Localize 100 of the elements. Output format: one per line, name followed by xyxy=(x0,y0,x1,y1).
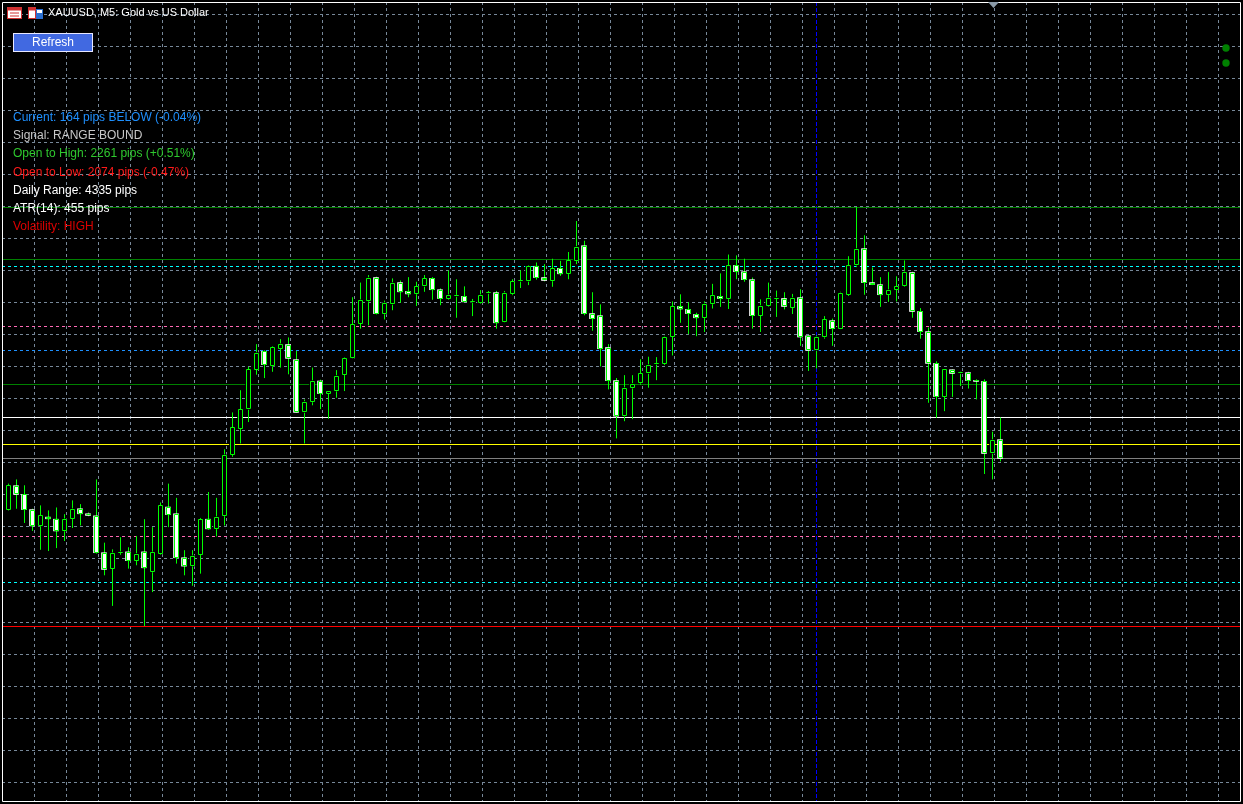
candlestick xyxy=(165,483,171,528)
candlestick xyxy=(133,535,139,566)
candlestick xyxy=(589,291,595,332)
candlestick xyxy=(493,290,499,330)
candlestick xyxy=(13,478,19,510)
candlestick xyxy=(237,389,243,444)
candlestick xyxy=(893,275,899,302)
chart-title: XAUUSD, M5: Gold vs US Dollar xyxy=(48,6,209,19)
candlestick xyxy=(685,301,691,335)
candlestick xyxy=(693,312,699,337)
candlestick xyxy=(61,513,67,542)
candlestick xyxy=(789,293,795,315)
candlestick xyxy=(845,255,851,297)
candlestick xyxy=(621,374,627,422)
candlestick xyxy=(341,357,347,392)
candlestick xyxy=(5,483,11,511)
candlestick xyxy=(69,499,75,529)
candlestick xyxy=(317,379,323,410)
candlestick xyxy=(645,356,651,389)
candlestick xyxy=(21,484,27,524)
candlestick xyxy=(349,296,355,360)
candlestick xyxy=(109,548,115,607)
candlestick xyxy=(901,259,907,288)
candlestick xyxy=(725,254,731,310)
candlestick xyxy=(669,300,675,356)
candlestick xyxy=(261,349,267,379)
candlestick xyxy=(941,368,947,412)
candlestick xyxy=(221,448,227,526)
candlestick xyxy=(581,240,587,316)
candlestick xyxy=(37,504,43,551)
candlestick xyxy=(253,343,259,376)
candlestick xyxy=(805,334,811,372)
candlestick xyxy=(813,334,819,369)
candlestick xyxy=(365,274,371,326)
text: Open to High: 2261 pips (+0.51%) xyxy=(13,146,195,161)
candlestick xyxy=(821,315,827,340)
candlestick xyxy=(709,283,715,310)
candlestick xyxy=(309,367,315,406)
candlestick xyxy=(413,281,419,307)
candlestick xyxy=(325,390,331,420)
annotation: Volatility: HIGH xyxy=(13,219,94,234)
candlestick xyxy=(53,506,59,549)
candlestick xyxy=(357,282,363,330)
annotation: ATR(14): 455 pips xyxy=(13,201,110,215)
candlestick xyxy=(701,300,707,333)
candlestick xyxy=(717,272,723,308)
text: Current: 164 pips BELOW (-0.04%) xyxy=(13,110,202,124)
candlestick xyxy=(573,220,579,265)
candlestick xyxy=(629,374,635,420)
candlestick xyxy=(269,345,275,373)
candlestick xyxy=(917,307,923,340)
candlestick xyxy=(565,251,571,280)
candlestick xyxy=(293,350,299,414)
candlestick xyxy=(757,298,763,333)
candlestick xyxy=(189,549,195,587)
candlestick xyxy=(661,335,667,366)
refresh-button: Refresh xyxy=(13,33,93,52)
candlestick xyxy=(301,398,307,444)
candlestick xyxy=(445,269,451,301)
candlestick xyxy=(885,271,891,303)
candlestick xyxy=(429,276,435,301)
candlestick xyxy=(77,503,83,526)
candlestick xyxy=(381,300,387,320)
candlestick xyxy=(389,277,395,311)
candlestick xyxy=(173,497,179,565)
candlestick xyxy=(765,282,771,308)
candlestick xyxy=(285,336,291,375)
candlestick xyxy=(597,303,603,367)
candlestick xyxy=(549,258,555,288)
candlestick xyxy=(125,546,131,570)
candlestick xyxy=(733,254,739,280)
candlestick xyxy=(149,526,155,593)
candlestick xyxy=(837,291,843,330)
candlestick xyxy=(797,288,803,347)
candlestick xyxy=(501,290,507,324)
candlestick xyxy=(373,276,379,315)
candlestick xyxy=(853,206,859,268)
candlestick xyxy=(181,549,187,576)
text: Daily Range: 4335 pips xyxy=(13,182,138,197)
text: Signal: RANGE BOUND xyxy=(13,128,143,143)
candlestick xyxy=(277,338,283,369)
candlestick xyxy=(949,368,955,398)
candlestick xyxy=(205,491,211,531)
candlestick xyxy=(605,343,611,390)
candlestick xyxy=(677,293,683,324)
candlestick xyxy=(909,271,915,319)
candlestick xyxy=(333,369,339,399)
candlestick xyxy=(157,501,163,556)
candlestick xyxy=(101,542,107,576)
candlestick xyxy=(989,431,995,480)
candlestick xyxy=(749,277,755,330)
text: Open to Low: 2074 pips (-0.47%) xyxy=(13,164,190,179)
candlestick xyxy=(397,280,403,304)
candlestick xyxy=(213,497,219,537)
candlestick xyxy=(93,478,99,555)
candlestick xyxy=(877,276,883,308)
candlestick xyxy=(741,258,747,283)
candlestick xyxy=(829,318,835,347)
candlestick xyxy=(229,411,235,458)
candlestick xyxy=(141,518,147,627)
